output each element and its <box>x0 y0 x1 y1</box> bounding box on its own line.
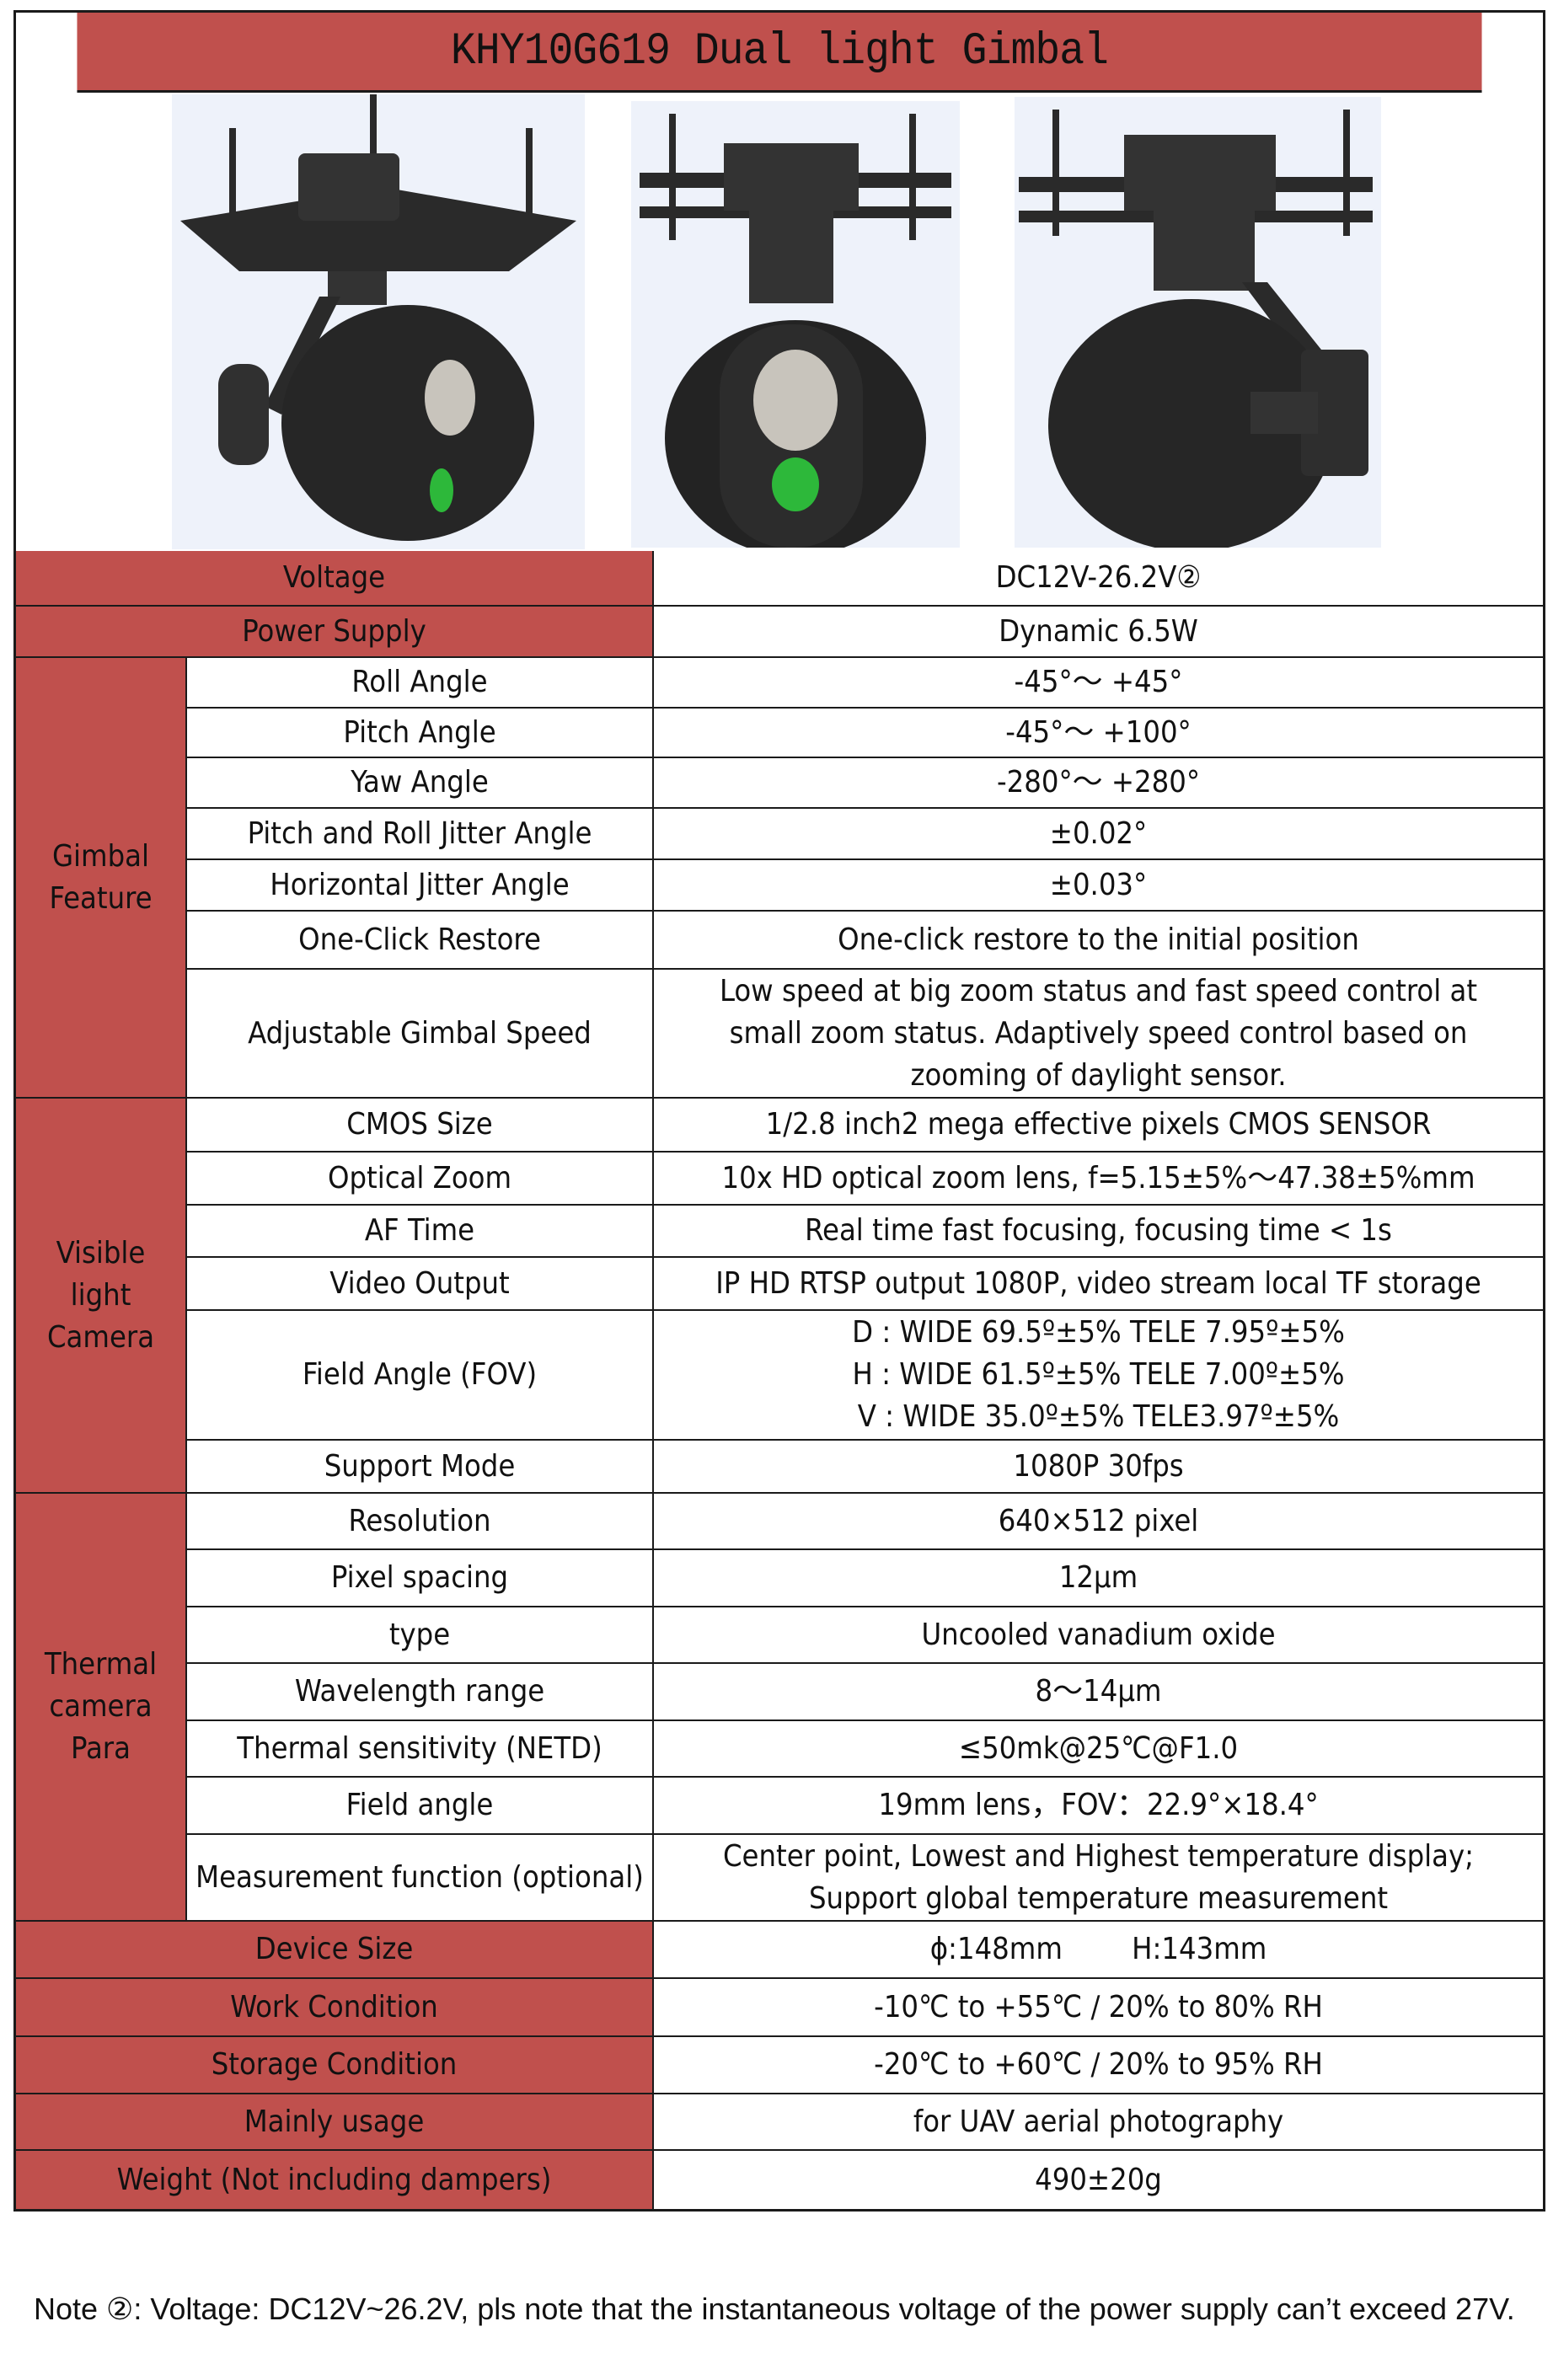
spec-row-resolution: Thermal camera Para Resolution 640×512 pixel <box>16 1492 1543 1922</box>
spec-label: Weight (Not including dampers) <box>16 2149 655 2209</box>
spec-row-cmos-size: Visible light Camera CMOS Size 1/2.8 inch2 m… <box>16 1097 1543 1494</box>
spec-label: Device Size <box>16 1920 655 1979</box>
spec-label: Storage Condition <box>16 2035 655 2094</box>
spec-label: One-Click Restore <box>186 910 655 970</box>
spec-label: Field Angle (FOV) <box>186 1309 655 1441</box>
spec-label: Field angle <box>186 1776 655 1835</box>
spec-row-power-supply: Power Supply Dynamic 6.5W <box>16 605 1543 658</box>
spec-value: -45°～ +100° <box>652 707 1543 758</box>
spec-label: Work Condition <box>16 1977 655 2037</box>
spec-row-af-time: AF Time Real time fast focusing, focusing… <box>16 1204 1543 1258</box>
spec-label: Pitch Angle <box>186 707 655 758</box>
spec-row-measurement-function-optional: Measurement function (optional) Center po… <box>16 1833 1543 1922</box>
footnote: Note ②: Voltage: DC12V~26.2V, pls note t… <box>34 2292 1515 2326</box>
spec-value: 8～14μm <box>652 1662 1543 1721</box>
spec-value: ϕ:148mm H:143mm <box>652 1920 1543 1979</box>
spec-row-field-angle: Field angle 19mm lens，FOV：22.9°×18.4° <box>16 1776 1543 1835</box>
spec-row-pixel-spacing: Pixel spacing 12μm <box>16 1548 1543 1607</box>
spec-value: for UAV aerial photography <box>652 2093 1543 2151</box>
spec-row-pitch-and-roll-jitter-angle: Pitch and Roll Jitter Angle ±0.02° <box>16 807 1543 860</box>
spec-label: Power Supply <box>16 605 655 658</box>
spec-row-optical-zoom: Optical Zoom 10x HD optical zoom lens, f=… <box>16 1151 1543 1206</box>
spec-row-work-condition: Work Condition -10℃ to +55℃ / 20% to 80% … <box>16 1977 1543 2037</box>
spec-label: Pitch and Roll Jitter Angle <box>186 807 655 860</box>
spec-row-video-output: Video Output IP HD RTSP output 1080P, vid… <box>16 1256 1543 1311</box>
spec-row-type: type Uncooled vanadium oxide <box>16 1606 1543 1664</box>
spec-value: Low speed at big zoom status and fast sp… <box>652 968 1543 1099</box>
spec-value: Real time fast focusing, focusing time <… <box>652 1204 1543 1258</box>
spec-label: Video Output <box>186 1256 655 1311</box>
spec-row-roll-angle: Gimbal Feature Roll Angle -45°～ +45° <box>16 656 1543 1099</box>
spec-label: type <box>186 1606 655 1664</box>
spec-row-mainly-usage: Mainly usage for UAV aerial photography <box>16 2093 1543 2151</box>
spec-row-pitch-angle: Pitch Angle -45°～ +100° <box>16 707 1543 758</box>
spec-row-horizontal-jitter-angle: Horizontal Jitter Angle ±0.03° <box>16 858 1543 912</box>
spec-value: Center point, Lowest and Highest tempera… <box>652 1833 1543 1922</box>
gimbal-front-view <box>631 101 960 548</box>
gimbal-side-view <box>1015 97 1381 548</box>
spec-label: Wavelength range <box>186 1662 655 1721</box>
spec-row-voltage: Voltage DC12V-26.2V② <box>16 551 1543 607</box>
spec-value: 19mm lens，FOV：22.9°×18.4° <box>652 1776 1543 1835</box>
spec-row-field-angle-fov: Field Angle (FOV) D : WIDE 69.5º±5% TELE … <box>16 1309 1543 1441</box>
spec-label: AF Time <box>186 1204 655 1258</box>
spec-value: -280°～ +280° <box>652 757 1543 809</box>
spec-value: Dynamic 6.5W <box>652 605 1543 658</box>
spec-value: IP HD RTSP output 1080P, video stream lo… <box>652 1256 1543 1311</box>
spec-value: ±0.02° <box>652 807 1543 860</box>
spec-row-one-click-restore: One-Click Restore One-click restore to th… <box>16 910 1543 970</box>
spec-value: -10℃ to +55℃ / 20% to 80% RH <box>652 1977 1543 2037</box>
spec-label: Adjustable Gimbal Speed <box>186 968 655 1099</box>
product-images <box>16 93 1543 551</box>
spec-value: 1080P 30fps <box>652 1439 1543 1494</box>
spec-value: DC12V-26.2V② <box>652 551 1543 607</box>
spec-row-adjustable-gimbal-speed: Adjustable Gimbal Speed Low speed at big … <box>16 968 1543 1099</box>
spec-row-wavelength-range: Wavelength range 8～14μm <box>16 1662 1543 1721</box>
spec-value: One-click restore to the initial positio… <box>652 910 1543 970</box>
spec-label: Measurement function (optional) <box>186 1833 655 1922</box>
spec-value: Uncooled vanadium oxide <box>652 1606 1543 1664</box>
spec-label: Voltage <box>16 551 655 607</box>
spec-value: 10x HD optical zoom lens, f=5.15±5%～47.3… <box>652 1151 1543 1206</box>
group-label-gimbal-feature: Gimbal Feature <box>16 656 187 1099</box>
spec-row-weight-not-including-dampers: Weight (Not including dampers) 490±20g <box>16 2149 1543 2209</box>
spec-row-thermal-sensitivity-netd: Thermal sensitivity (NETD) ≤50mk@25℃@F1.0 <box>16 1719 1543 1778</box>
gimbal-angle-view <box>172 94 585 549</box>
page-title: KHY10G619 Dual light Gimbal <box>77 13 1482 93</box>
spec-label: CMOS Size <box>185 1097 655 1153</box>
group-label-visible-light-camera: Visible light Camera <box>16 1097 187 1494</box>
spec-row-device-size: Device Size ϕ:148mm H:143mm <box>16 1920 1543 1979</box>
spec-value: -20℃ to +60℃ / 20% to 95% RH <box>652 2035 1543 2094</box>
spec-label: Yaw Angle <box>186 757 655 809</box>
spec-label: Mainly usage <box>16 2093 655 2151</box>
spec-label: Optical Zoom <box>186 1151 655 1206</box>
spec-row-yaw-angle: Yaw Angle -280°～ +280° <box>16 757 1543 809</box>
spec-row-support-mode: Support Mode 1080P 30fps <box>16 1439 1543 1494</box>
spec-value: 640×512 pixel <box>652 1492 1543 1550</box>
spec-value: 1/2.8 inch2 mega effective pixels CMOS S… <box>652 1097 1543 1153</box>
spec-value: -45°～ +45° <box>652 656 1543 709</box>
spec-value: 12μm <box>652 1548 1543 1607</box>
spec-value: 490±20g <box>652 2149 1543 2209</box>
spec-label: Thermal sensitivity (NETD) <box>186 1719 655 1778</box>
spec-label: Resolution <box>185 1492 655 1550</box>
spec-label: Pixel spacing <box>186 1548 655 1607</box>
group-label-thermal-camera-para: Thermal camera Para <box>16 1492 187 1922</box>
spec-sheet: KHY10G619 Dual light Gimbal <box>13 10 1545 2212</box>
spec-label: Roll Angle <box>185 656 655 709</box>
spec-row-storage-condition: Storage Condition -20℃ to +60℃ / 20% to 9… <box>16 2035 1543 2094</box>
spec-value: ±0.03° <box>652 858 1543 912</box>
spec-value: ≤50mk@25℃@F1.0 <box>652 1719 1543 1778</box>
spec-label: Support Mode <box>186 1439 655 1494</box>
spec-table: Voltage DC12V-26.2V② Power Supply Dynamic 6… <box>16 551 1543 2209</box>
spec-value: D : WIDE 69.5º±5% TELE 7.95º±5% H : WIDE … <box>652 1309 1543 1441</box>
spec-label: Horizontal Jitter Angle <box>186 858 655 912</box>
